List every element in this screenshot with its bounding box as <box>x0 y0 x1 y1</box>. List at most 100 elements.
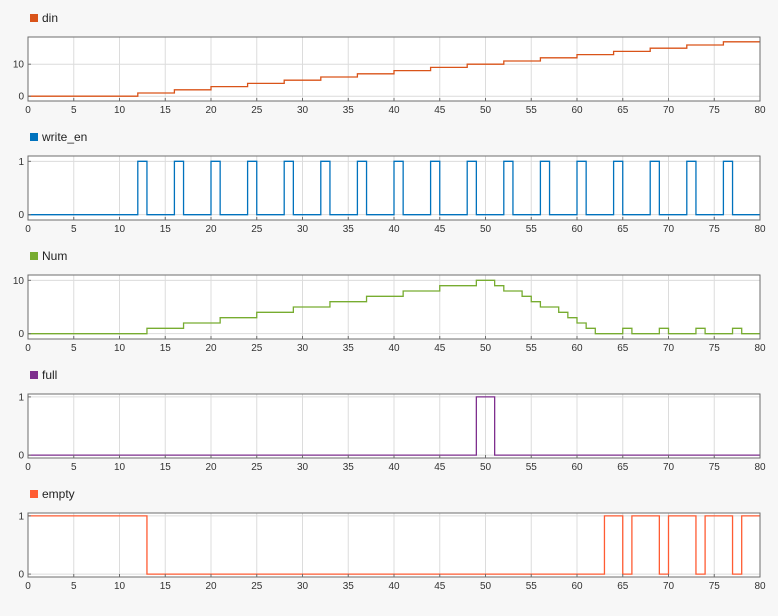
x-tick-label: 30 <box>297 343 309 354</box>
x-tick-label: 5 <box>71 224 77 235</box>
x-tick-label: 35 <box>343 105 355 116</box>
x-tick-label: 80 <box>754 462 766 473</box>
x-tick-label: 80 <box>754 581 766 592</box>
x-tick-label: 60 <box>571 105 583 116</box>
legend-full: full <box>30 368 57 382</box>
x-tick-label: 70 <box>663 581 675 592</box>
x-axis-ticks: 0 5 10 15 20 25 30 35 40 45 50 55 60 65 70 75 80 <box>25 98 766 116</box>
x-tick-label: 40 <box>388 343 400 354</box>
x-tick-label: 35 <box>343 581 355 592</box>
y-tick-label: 10 <box>13 276 25 287</box>
legend-swatch <box>30 252 38 260</box>
x-tick-label: 75 <box>709 343 721 354</box>
legend-label: full <box>42 368 57 382</box>
x-tick-label: 30 <box>297 224 309 235</box>
x-tick-label: 40 <box>388 105 400 116</box>
x-axis-ticks: 0 5 10 15 20 25 30 35 40 45 50 55 60 65 70 75 80 <box>25 336 766 354</box>
series-line-full <box>28 396 760 456</box>
x-tick-label: 70 <box>663 462 675 473</box>
x-tick-label: 55 <box>526 105 538 116</box>
x-tick-label: 35 <box>343 462 355 473</box>
x-tick-label: 15 <box>160 462 172 473</box>
x-tick-label: 50 <box>480 105 492 116</box>
y-axis-ticks: 01 <box>18 157 31 221</box>
x-tick-label: 25 <box>251 581 263 592</box>
y-tick-label: 0 <box>18 92 24 103</box>
x-tick-label: 20 <box>205 224 217 235</box>
legend-swatch <box>30 133 38 141</box>
y-tick-label: 10 <box>13 60 25 71</box>
x-tick-label: 20 <box>205 581 217 592</box>
legend-label: empty <box>42 487 75 501</box>
y-tick-label: 0 <box>18 451 24 462</box>
x-tick-label: 55 <box>526 224 538 235</box>
x-tick-label: 40 <box>388 581 400 592</box>
x-tick-label: 40 <box>388 224 400 235</box>
x-tick-label: 10 <box>114 581 126 592</box>
y-axis-ticks: 0 10 <box>13 60 31 103</box>
y-tick-label: 1 <box>18 392 24 403</box>
x-tick-label: 5 <box>71 581 77 592</box>
x-tick-label: 10 <box>114 224 126 235</box>
x-tick-label: 10 <box>114 105 126 116</box>
x-tick-label: 80 <box>754 343 766 354</box>
x-tick-label: 30 <box>297 581 309 592</box>
x-tick-label: 65 <box>617 462 629 473</box>
y-tick-label: 1 <box>18 511 24 522</box>
panel-Num: Num 0 5 10 15 20 25 30 35 40 45 50 55 60 65 70 75 80 0 10 <box>13 249 766 354</box>
panel-write_en: write_en0 5 10 15 20 25 30 35 40 45 50 55 60 65 70 75 80… <box>18 130 766 235</box>
x-tick-label: 5 <box>71 105 77 116</box>
x-tick-label: 30 <box>297 105 309 116</box>
x-tick-label: 25 <box>251 105 263 116</box>
x-tick-label: 75 <box>709 105 721 116</box>
legend-Num: Num <box>30 249 67 263</box>
x-tick-label: 50 <box>480 581 492 592</box>
x-tick-label: 20 <box>205 105 217 116</box>
series-line-write_en <box>28 160 760 216</box>
legend-swatch <box>30 371 38 379</box>
y-tick-label: 0 <box>18 570 24 581</box>
x-tick-label: 65 <box>617 343 629 354</box>
x-tick-label: 50 <box>480 224 492 235</box>
x-tick-label: 45 <box>434 462 446 473</box>
legend-empty: empty <box>30 487 75 501</box>
x-tick-label: 5 <box>71 462 77 473</box>
x-tick-label: 30 <box>297 462 309 473</box>
legend-swatch <box>30 490 38 498</box>
x-tick-label: 60 <box>571 224 583 235</box>
x-tick-label: 35 <box>343 224 355 235</box>
legend-write_en: write_en <box>30 130 87 144</box>
x-tick-label: 60 <box>571 343 583 354</box>
x-tick-label: 75 <box>709 224 721 235</box>
x-tick-label: 0 <box>25 105 31 116</box>
x-tick-label: 15 <box>160 224 172 235</box>
x-tick-label: 0 <box>25 224 31 235</box>
series-line-empty <box>28 515 760 575</box>
legend-label: write_en <box>41 130 87 144</box>
x-tick-label: 10 <box>114 462 126 473</box>
x-tick-label: 75 <box>709 462 721 473</box>
x-tick-label: 45 <box>434 581 446 592</box>
x-axis-ticks: 0 5 10 15 20 25 30 35 40 45 50 55 60 65 70 75 80 <box>25 217 766 235</box>
x-tick-label: 45 <box>434 343 446 354</box>
x-tick-label: 0 <box>25 581 31 592</box>
x-tick-label: 80 <box>754 105 766 116</box>
x-tick-label: 5 <box>71 343 77 354</box>
x-tick-label: 55 <box>526 343 538 354</box>
y-axis-ticks: 01 <box>18 511 31 581</box>
legend-label: din <box>42 11 58 25</box>
y-tick-label: 0 <box>18 329 24 340</box>
x-tick-label: 15 <box>160 581 172 592</box>
x-tick-label: 45 <box>434 224 446 235</box>
x-tick-label: 25 <box>251 224 263 235</box>
grid <box>28 37 760 101</box>
x-tick-label: 35 <box>343 343 355 354</box>
x-tick-label: 50 <box>480 343 492 354</box>
x-tick-label: 0 <box>25 462 31 473</box>
x-tick-label: 50 <box>480 462 492 473</box>
x-tick-label: 70 <box>663 224 675 235</box>
x-tick-label: 55 <box>526 462 538 473</box>
x-tick-label: 45 <box>434 105 446 116</box>
